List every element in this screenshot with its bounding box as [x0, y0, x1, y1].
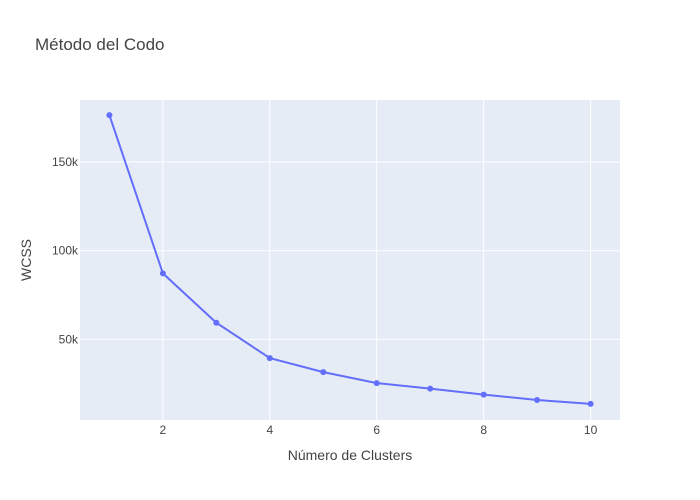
- y-tick-label: 100k: [52, 244, 79, 258]
- data-point: [480, 391, 487, 398]
- x-tick-label: 8: [480, 423, 487, 437]
- data-point: [159, 270, 166, 277]
- x-axis-title: Número de Clusters: [288, 447, 413, 463]
- series-line: [108, 114, 591, 405]
- x-tick-label: 2: [160, 423, 167, 437]
- series-markers: [106, 112, 594, 407]
- data-point: [266, 355, 273, 362]
- data-point: [373, 380, 380, 387]
- x-tick-label: 10: [584, 423, 598, 437]
- data-point: [106, 112, 113, 119]
- data-point: [587, 400, 594, 407]
- chart-title: Método del Codo: [35, 35, 164, 54]
- data-point: [534, 397, 541, 403]
- data-point: [427, 385, 434, 392]
- y-axis-ticks: 50k 100k 150k: [52, 155, 79, 346]
- data-point: [320, 369, 327, 376]
- grid-lines: [80, 100, 620, 420]
- y-tick-label: 50k: [59, 332, 79, 346]
- data-point: [213, 319, 220, 326]
- x-axis-ticks: 2 4 6 8 10: [160, 423, 598, 437]
- plot-area: [80, 100, 620, 420]
- y-tick-label: 150k: [52, 155, 79, 169]
- x-tick-label: 6: [373, 423, 380, 437]
- y-axis-title: WCSS: [18, 239, 34, 281]
- x-tick-label: 4: [266, 423, 273, 437]
